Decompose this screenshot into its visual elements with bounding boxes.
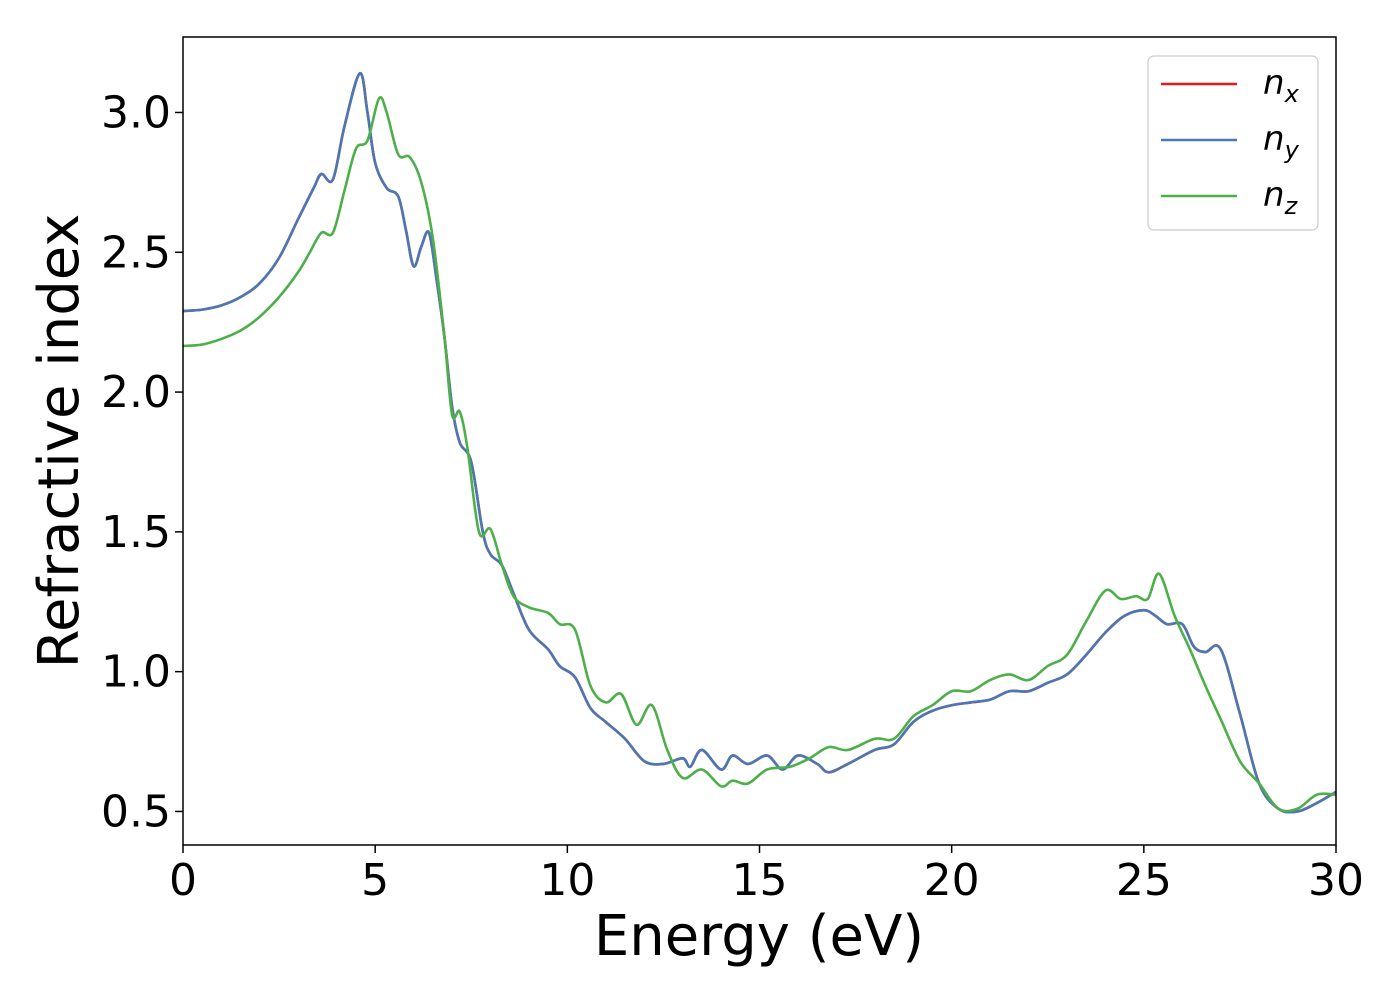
y-tick-label: 3.0 (101, 87, 171, 138)
x-tick-label: 30 (1308, 855, 1364, 906)
legend-box (1147, 55, 1319, 231)
y-axis-ticks: 0.5 1.0 1.5 2.0 2.5 3.0 (101, 87, 183, 837)
x-tick-label: 5 (361, 855, 389, 906)
y-tick-label: 0.5 (101, 786, 171, 837)
x-tick-label: 0 (169, 855, 197, 906)
x-tick-label: 15 (732, 855, 788, 906)
x-axis-ticks: 0 5 10 15 20 25 30 (169, 845, 1364, 906)
x-axis-label: Energy (eV) (594, 904, 924, 969)
series-line-z (183, 96, 1336, 813)
y-tick-label: 1.5 (101, 507, 171, 558)
x-tick-label: 10 (539, 855, 595, 906)
y-tick-label: 2.0 (101, 367, 171, 418)
y-axis-label: Refractive index (27, 214, 92, 669)
y-tick-label: 1.0 (101, 647, 171, 698)
series-layer (183, 72, 1336, 814)
x-tick-label: 25 (1116, 855, 1172, 906)
series-line-y (183, 72, 1336, 814)
x-tick-label: 20 (924, 855, 980, 906)
y-tick-label: 2.5 (101, 227, 171, 278)
